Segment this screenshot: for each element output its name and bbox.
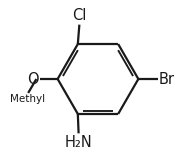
Text: Methyl: Methyl [10,94,45,104]
Text: O: O [27,72,39,86]
Text: Cl: Cl [72,8,87,23]
Text: Br: Br [159,72,175,86]
Text: H₂N: H₂N [65,135,93,150]
